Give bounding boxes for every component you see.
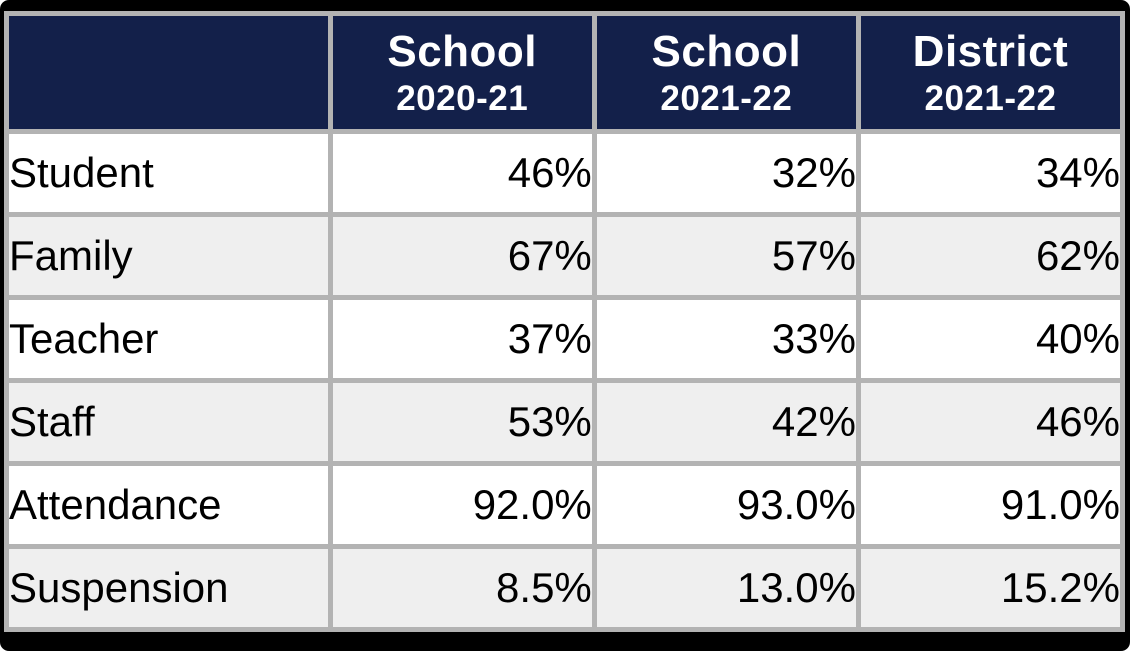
cell-value: 32% [591,129,861,217]
cell-value: 46% [855,378,1126,466]
cell-value: 57% [591,212,861,300]
table-row-suspension: Suspension 8.5% 13.0% 15.2% [4,544,1126,632]
column-header-school-2021-22: School 2021-22 [591,11,861,134]
cell-value: 46% [327,129,597,217]
row-label: Teacher [4,295,333,383]
row-label: Suspension [4,544,333,632]
header-title: School [651,26,802,76]
cell-value: 92.0% [327,461,597,549]
cell-value: 53% [327,378,597,466]
cell-value: 42% [591,378,861,466]
header-title: School [387,26,538,76]
header-subtitle: 2020-21 [396,78,529,118]
corner-cell [4,11,333,134]
row-label: Attendance [4,461,333,549]
table-row-teacher: Teacher 37% 33% 40% [4,295,1126,383]
cell-value: 40% [855,295,1126,383]
column-header-school-2020-21: School 2020-21 [327,11,597,134]
cell-value: 37% [327,295,597,383]
row-label: Student [4,129,333,217]
cell-value: 34% [855,129,1126,217]
cell-value: 33% [591,295,861,383]
row-label: Staff [4,378,333,466]
table-header: School 2020-21 School 2021-22 District 2… [4,11,1126,134]
table-body: Student 46% 32% 34% Family 67% 57% 62% T… [4,129,1126,632]
cell-value: 62% [855,212,1126,300]
cell-value: 8.5% [327,544,597,632]
metrics-table: School 2020-21 School 2021-22 District 2… [4,11,1126,632]
row-label: Family [4,212,333,300]
table-row-attendance: Attendance 92.0% 93.0% 91.0% [4,461,1126,549]
header-subtitle: 2021-22 [660,78,793,118]
column-header-district-2021-22: District 2021-22 [855,11,1126,134]
cell-value: 13.0% [591,544,861,632]
header-subtitle: 2021-22 [924,78,1057,118]
table-row-student: Student 46% 32% 34% [4,129,1126,217]
cell-value: 91.0% [855,461,1126,549]
table-row-staff: Staff 53% 42% 46% [4,378,1126,466]
cell-value: 15.2% [855,544,1126,632]
cell-value: 93.0% [591,461,861,549]
table-row-family: Family 67% 57% 62% [4,212,1126,300]
header-title: District [912,26,1069,76]
cell-value: 67% [327,212,597,300]
header-row: School 2020-21 School 2021-22 District 2… [4,11,1126,134]
